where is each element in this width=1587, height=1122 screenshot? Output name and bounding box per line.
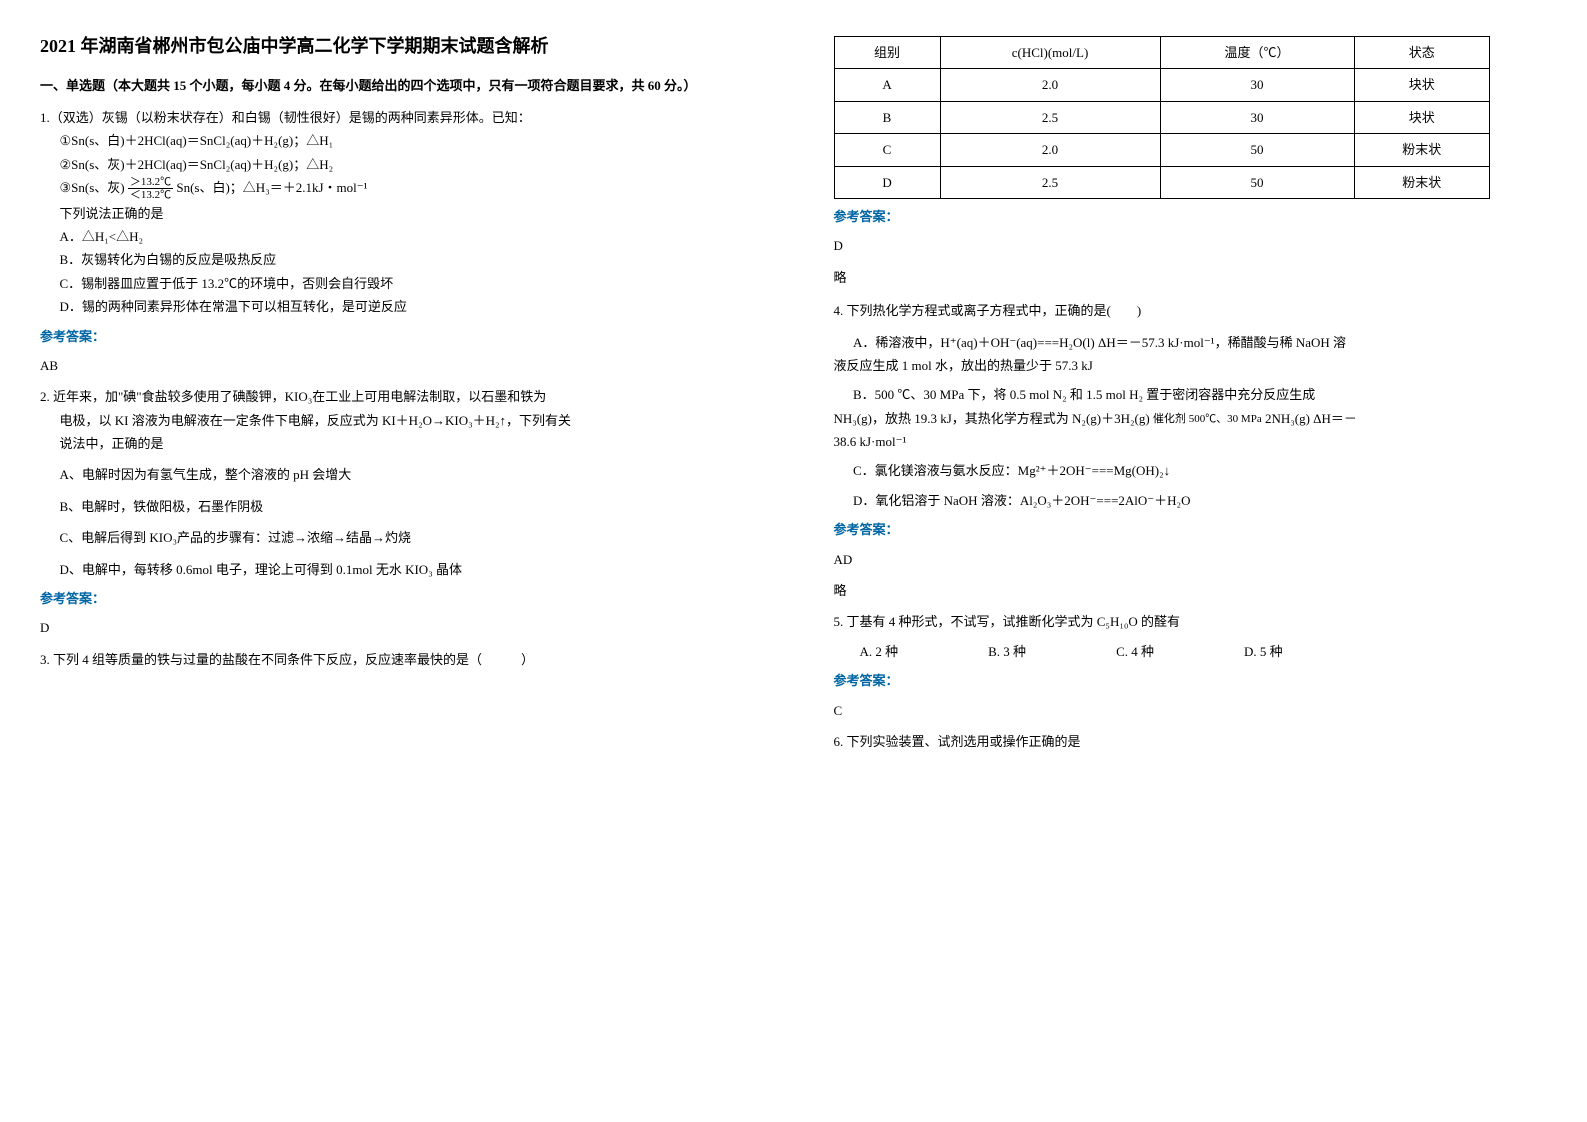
table-row: A 2.0 30 块状	[834, 69, 1489, 101]
q1-fraction: ＞13.2℃ ＜13.2℃	[128, 176, 173, 201]
table-row: D 2.5 50 粉末状	[834, 166, 1489, 198]
q4-extra: 略	[834, 579, 1548, 602]
q4-optB2b: 2NH₃(g) ΔH＝－	[1265, 411, 1357, 426]
section-header: 一、单选题（本大题共 15 个小题，每小题 4 分。在每小题给出的四个选项中，只…	[40, 74, 754, 97]
q2-stem2: 电极，以 KI 溶液为电解液在一定条件下电解，反应式为 KI＋H₂O→KIO₃＋…	[60, 409, 754, 432]
q3-answer-label: 参考答案：	[834, 205, 1548, 228]
q2-optD: D、电解中，每转移 0.6mol 电子，理论上可得到 0.1mol 无水 KIO…	[60, 558, 754, 581]
q4-optB2: NH₃(g)，放热 19.3 kJ，其热化学方程式为 N₂(g)＋3H₂(g) …	[834, 407, 1548, 430]
table-cell: 30	[1160, 69, 1354, 101]
q4-optA1: A．稀溶液中，H⁺(aq)＋OH⁻(aq)===H₂O(l) ΔH＝－57.3 …	[853, 331, 1547, 354]
q1-line3a: ③Sn(s、灰)	[60, 180, 125, 195]
table-cell: 30	[1160, 101, 1354, 133]
table-row: C 2.0 50 粉末状	[834, 134, 1489, 166]
table-row: B 2.5 30 块状	[834, 101, 1489, 133]
q1-frac-bot: ＜13.2℃	[128, 189, 173, 201]
q3-stem: 3. 下列 4 组等质量的铁与过量的盐酸在不同条件下反应，反应速率最快的是（ ）	[40, 648, 754, 671]
q2-answer-label: 参考答案：	[40, 587, 754, 610]
table-cell: 2.5	[940, 101, 1160, 133]
q1-optA: A．△H₁<△H₂	[60, 225, 754, 248]
q4-optD: D．氧化铝溶于 NaOH 溶液：Al₂O₃＋2OH⁻===2AlO⁻＋H₂O	[853, 489, 1547, 512]
question-4: 4. 下列热化学方程式或离子方程式中，正确的是( ) A．稀溶液中，H⁺(aq)…	[834, 299, 1548, 602]
question-1: 1.（双选）灰锡（以粉末状存在）和白锡（韧性很好）是锡的两种同素异形体。已知： …	[40, 106, 754, 378]
q2-answer: D	[40, 616, 754, 639]
q4-answer: AD	[834, 548, 1548, 571]
q4-optB3: 38.6 kJ·mol⁻¹	[834, 430, 1548, 453]
q5-options-row: A. 2 种 B. 3 种 C. 4 种 D. 5 种	[860, 640, 1548, 663]
table-header-row: 组别 c(HCl)(mol/L) 温度（℃） 状态	[834, 37, 1489, 69]
table-header: c(HCl)(mol/L)	[940, 37, 1160, 69]
table-cell: 2.5	[940, 166, 1160, 198]
q1-optB: B．灰锡转化为白锡的反应是吸热反应	[60, 248, 754, 271]
q4-answer-label: 参考答案：	[834, 518, 1548, 541]
table-cell: 50	[1160, 134, 1354, 166]
document-title: 2021 年湖南省郴州市包公庙中学高二化学下学期期末试题含解析	[40, 30, 754, 62]
q5-answer: C	[834, 699, 1548, 722]
q4-optB2a: NH₃(g)，放热 19.3 kJ，其热化学方程式为 N₂(g)＋3H₂(g)	[834, 411, 1153, 426]
right-column: 组别 c(HCl)(mol/L) 温度（℃） 状态 A 2.0 30 块状 B …	[794, 0, 1587, 1122]
table-header: 状态	[1354, 37, 1489, 69]
table-header: 温度（℃）	[1160, 37, 1354, 69]
catalyst-arrow: 催化剂 500℃、30 MPa	[1153, 413, 1262, 426]
q4-optA2: 液反应生成 1 mol 水，放出的热量少于 57.3 kJ	[834, 354, 1548, 377]
q2-optA: A、电解时因为有氢气生成，整个溶液的 pH 会增大	[60, 463, 754, 486]
q1-line2: ②Sn(s、灰)＋2HCl(aq)＝SnCl₂(aq)＋H₂(g)；△H₂	[60, 153, 754, 176]
table-cell: 粉末状	[1354, 166, 1489, 198]
q1-answer: AB	[40, 354, 754, 377]
catalyst-top: 催化剂	[1153, 413, 1186, 425]
table-header: 组别	[834, 37, 940, 69]
q6-stem: 6. 下列实验装置、试剂选用或操作正确的是	[834, 730, 1548, 753]
q5-stem: 5. 丁基有 4 种形式，不试写，试推断化学式为 C₅H₁₀O 的醛有	[834, 610, 1548, 633]
q1-line3: ③Sn(s、灰) ＞13.2℃ ＜13.2℃ Sn(s、白)；△H₃＝＋2.1k…	[60, 176, 754, 202]
table-cell: 50	[1160, 166, 1354, 198]
table-cell: 2.0	[940, 134, 1160, 166]
table-cell: 块状	[1354, 101, 1489, 133]
q2-stem3: 说法中，正确的是	[60, 432, 754, 455]
q1-line1: ①Sn(s、白)＋2HCl(aq)＝SnCl₂(aq)＋H₂(g)；△H₁	[60, 129, 754, 152]
table-cell: A	[834, 69, 940, 101]
q1-line3b: Sn(s、白)；△H₃＝＋2.1kJ・mol⁻¹	[176, 180, 367, 195]
table-cell: B	[834, 101, 940, 133]
q5-optB: B. 3 种	[988, 640, 1026, 663]
q1-prompt: 下列说法正确的是	[60, 202, 754, 225]
q3-extra: 略	[834, 266, 1548, 289]
q5-optA: A. 2 种	[860, 640, 899, 663]
q5-optC: C. 4 种	[1116, 640, 1154, 663]
q4-optC: C．氯化镁溶液与氨水反应：Mg²⁺＋2OH⁻===Mg(OH)₂↓	[853, 459, 1547, 482]
q5-answer-label: 参考答案：	[834, 669, 1548, 692]
q2-optB: B、电解时，铁做阳极，石墨作阴极	[60, 495, 754, 518]
q4-optB1: B．500 ℃、30 MPa 下，将 0.5 mol N₂ 和 1.5 mol …	[853, 383, 1547, 406]
table-cell: D	[834, 166, 940, 198]
q1-optD: D．锡的两种同素异形体在常温下可以相互转化，是可逆反应	[60, 295, 754, 318]
q3-table: 组别 c(HCl)(mol/L) 温度（℃） 状态 A 2.0 30 块状 B …	[834, 36, 1490, 199]
question-5: 5. 丁基有 4 种形式，不试写，试推断化学式为 C₅H₁₀O 的醛有 A. 2…	[834, 610, 1548, 722]
table-cell: 2.0	[940, 69, 1160, 101]
q1-stem: 1.（双选）灰锡（以粉末状存在）和白锡（韧性很好）是锡的两种同素异形体。已知：	[40, 106, 754, 129]
catalyst-bot: 500℃、30 MPa	[1189, 413, 1262, 425]
q1-answer-label: 参考答案：	[40, 325, 754, 348]
q3-answer: D	[834, 234, 1548, 257]
q5-optD: D. 5 种	[1244, 640, 1283, 663]
q1-frac-top: ＞13.2℃	[128, 176, 173, 189]
q4-stem: 4. 下列热化学方程式或离子方程式中，正确的是( )	[834, 299, 1548, 322]
table-cell: 粉末状	[1354, 134, 1489, 166]
q2-stem1: 2. 近年来，加"碘"食盐较多使用了碘酸钾，KIO₃在工业上可用电解法制取，以石…	[40, 385, 754, 408]
q2-optC: C、电解后得到 KIO₃产品的步骤有：过滤→浓缩→结晶→灼烧	[60, 526, 754, 549]
q1-optC: C．锡制器皿应置于低于 13.2℃的环境中，否则会自行毁坏	[60, 272, 754, 295]
question-2: 2. 近年来，加"碘"食盐较多使用了碘酸钾，KIO₃在工业上可用电解法制取，以石…	[40, 385, 754, 640]
table-cell: 块状	[1354, 69, 1489, 101]
left-column: 2021 年湖南省郴州市包公庙中学高二化学下学期期末试题含解析 一、单选题（本大…	[0, 0, 794, 1122]
table-cell: C	[834, 134, 940, 166]
